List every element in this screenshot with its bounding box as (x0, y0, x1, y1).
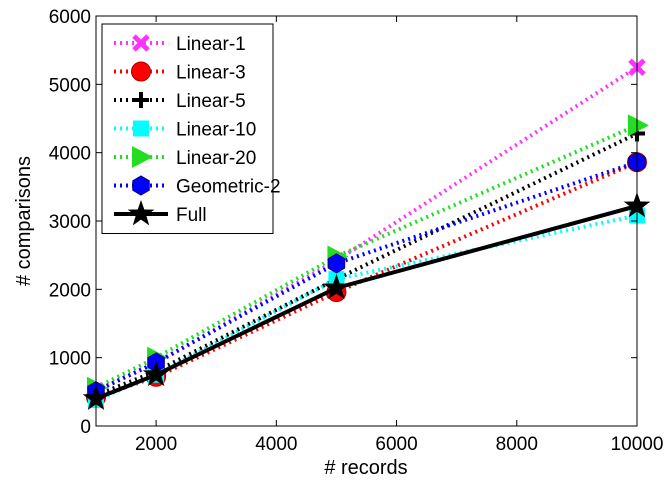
legend-label-linear-5: Linear-5 (176, 91, 246, 112)
legend-label-linear-20: Linear-20 (176, 148, 256, 169)
y-axis-label: # comparisons (13, 156, 35, 286)
data-point-geometric-2 (327, 253, 346, 274)
y-tick-label: 0 (80, 417, 91, 438)
y-tick-label: 3000 (49, 212, 91, 233)
axis-ticks: 2000 4000 6000 8000 10000 0 1000 2000 3000 4000 50… (49, 7, 664, 455)
series-line-geometric-2 (95, 160, 638, 393)
legend: Linear-1 Linear-3 Linear-5 Linear-10 Linear-… (101, 23, 281, 234)
x-axis-label: # records (324, 457, 407, 479)
x-tick-label: 4000 (255, 434, 297, 455)
legend-label-linear-3: Linear-3 (176, 63, 246, 84)
y-tick-label: 4000 (49, 144, 91, 165)
legend-item-linear-20: Linear-20 (114, 146, 256, 169)
data-point-linear-20 (628, 114, 649, 137)
legend-item-geometric-2: Geometric-2 (114, 175, 281, 198)
legend-marker-linear-10 (133, 120, 149, 137)
legend-marker-linear-1 (132, 34, 150, 52)
x-tick-label: 2000 (135, 434, 177, 455)
x-tick-label: 8000 (496, 434, 538, 455)
series-line-full (95, 204, 638, 401)
legend-item-linear-10: Linear-10 (114, 120, 256, 141)
legend-item-full: Full (114, 200, 207, 226)
x-tick-label: 6000 (375, 434, 417, 455)
legend-marker-linear-20 (132, 146, 153, 168)
legend-marker-geometric-2 (132, 175, 150, 196)
legend-label-geometric-2: Geometric-2 (176, 177, 281, 198)
legend-item-linear-3: Linear-3 (114, 61, 246, 84)
legend-marker-linear-3 (131, 61, 151, 82)
legend-label-linear-10: Linear-10 (176, 120, 256, 141)
y-tick-label: 1000 (49, 349, 91, 370)
legend-marker-full (127, 200, 155, 226)
y-tick-label: 2000 (49, 280, 91, 301)
legend-item-linear-1: Linear-1 (114, 34, 246, 55)
data-point-full (323, 273, 350, 300)
legend-label-linear-1: Linear-1 (176, 34, 246, 55)
legend-label-full: Full (176, 205, 207, 226)
legend-box (101, 23, 274, 234)
x-tick-label: 10000 (611, 434, 664, 455)
legend-marker-linear-5 (133, 92, 149, 108)
y-tick-label: 5000 (49, 75, 91, 96)
y-tick-label: 6000 (49, 7, 91, 28)
legend-item-linear-5: Linear-5 (114, 91, 246, 112)
data-point-full (142, 360, 170, 387)
